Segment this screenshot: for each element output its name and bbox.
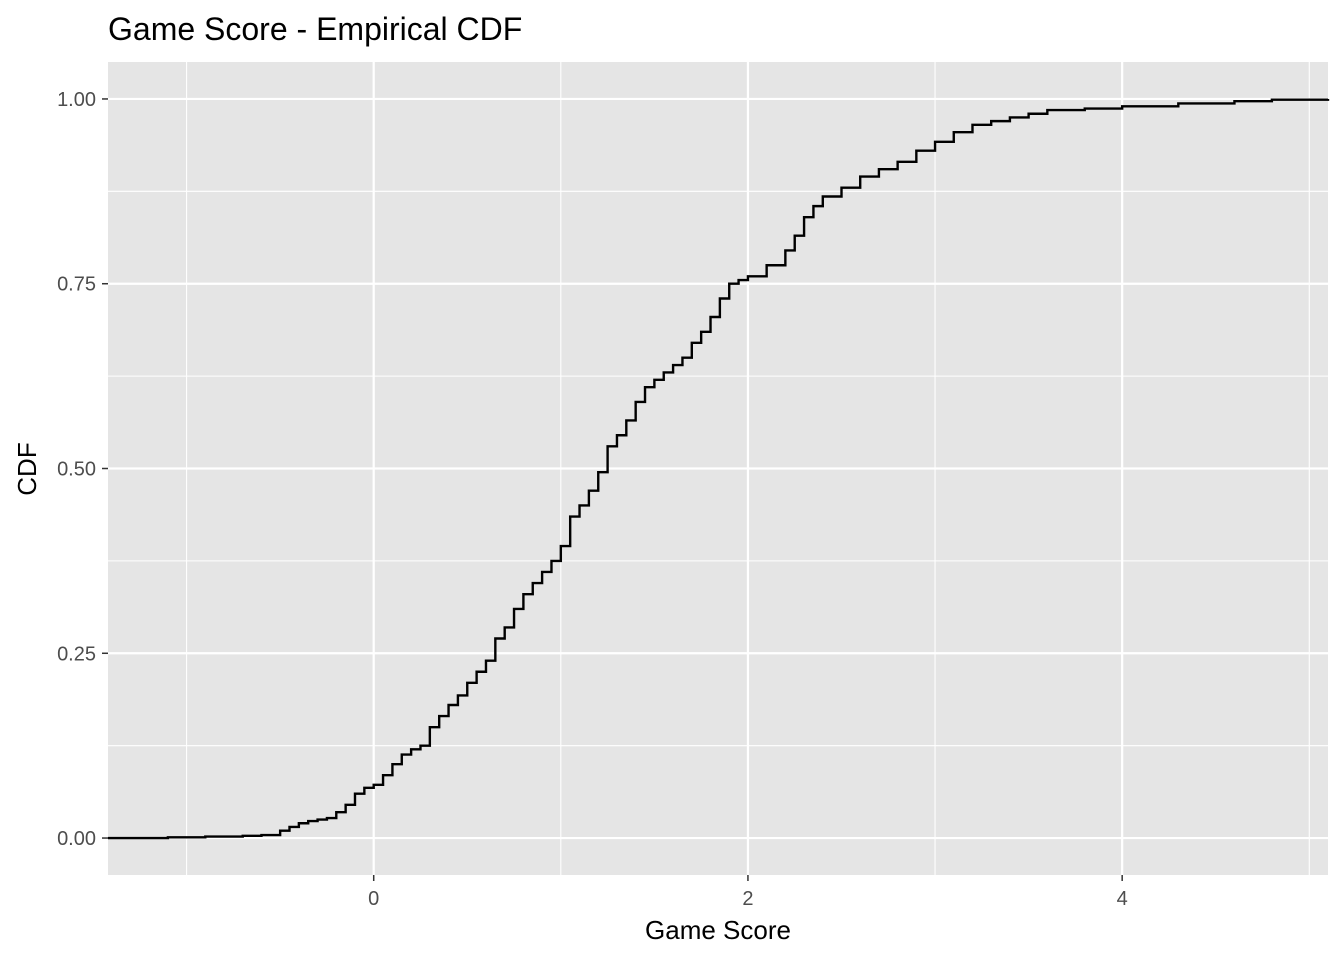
y-tick-label: 0.25 [57,643,96,665]
y-axis: 0.00 0.25 0.50 0.75 1.00 [57,89,108,850]
major-gridlines [108,62,1328,875]
ecdf-step-line [108,98,1330,840]
x-axis-title: Game Score [645,915,791,945]
y-tick-label: 0.50 [57,459,96,481]
y-axis-title: CDF [12,442,42,495]
x-tick-label: 2 [742,888,753,910]
x-axis: 0 2 4 [368,875,1128,910]
chart-title: Game Score - Empirical CDF [108,11,522,47]
y-tick-label: 0.00 [57,828,96,850]
y-tick-label: 0.75 [57,274,96,296]
x-tick-label: 0 [368,888,379,910]
y-tick-label: 1.00 [57,89,96,111]
x-tick-label: 4 [1117,888,1128,910]
series-layer [108,98,1330,840]
